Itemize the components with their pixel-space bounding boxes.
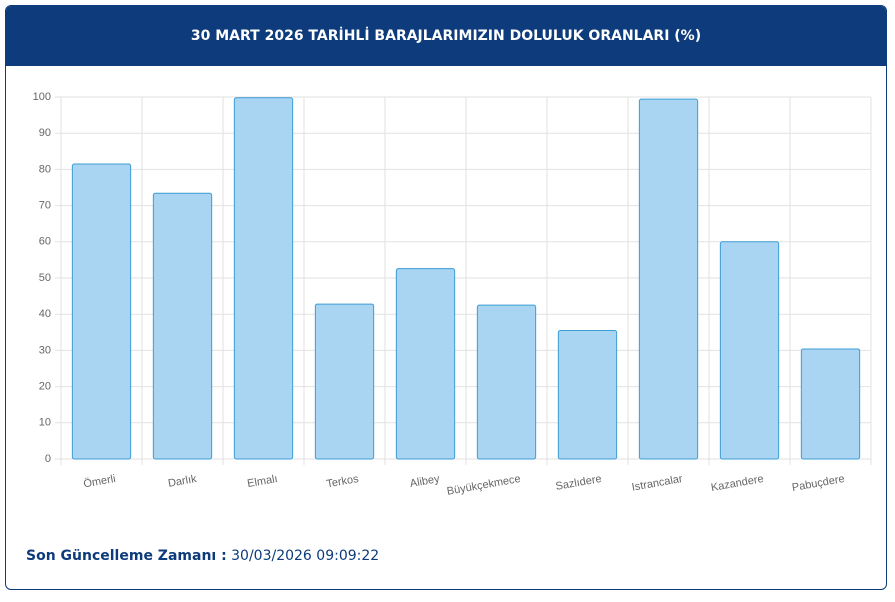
y-tick-label: 60 [39,236,51,248]
y-tick-label: 20 [39,381,51,393]
bar [233,97,294,460]
x-tick-label: Büyükçekmece [446,473,522,498]
bar [719,241,780,460]
chart-title: 30 MART 2026 TARİHLİ BARAJLARIMIZIN DOLU… [6,6,886,66]
footer: Son Güncelleme Zamanı : 30/03/2026 09:09… [26,548,379,564]
footer-value: 30/03/2026 09:09:22 [231,548,380,564]
y-tick-label: 50 [39,272,51,284]
y-tick-label: 40 [39,308,51,320]
x-tick-label: Alibey [409,473,441,490]
y-tick-label: 80 [39,163,51,175]
bar [800,348,861,460]
bar [476,304,537,460]
bar [71,163,132,460]
bar [152,192,213,460]
bar [395,268,456,460]
y-tick-label: 90 [39,127,51,139]
bar [557,329,618,460]
y-tick-label: 100 [33,91,51,103]
x-tick-label: Kazandere [710,473,764,494]
x-tick-label: Ömerli [83,473,117,490]
y-tick-label: 10 [39,417,51,429]
chart: 0 10 20 30 40 50 60 70 80 90 100 Ömerli Darlık Elmalı… [33,91,872,498]
card: 30 MART 2026 TARİHLİ BARAJLARIMIZIN DOLU… [5,5,887,590]
y-tick-label: 30 [39,344,51,356]
footer-label: Son Güncelleme Zamanı : [26,548,227,564]
x-tick-label: Sazlıdere [555,473,603,493]
bar [638,98,699,460]
x-tick-label: Istrancalar [631,473,684,494]
bar [314,303,375,460]
x-tick-label: Pabuçdere [791,473,845,494]
x-tick-label: Terkos [326,473,360,491]
y-tick-label: 70 [39,200,51,212]
x-tick-label: Darlık [167,473,198,490]
y-tick-label: 0 [45,453,51,465]
x-tick-label: Elmalı [246,473,278,490]
